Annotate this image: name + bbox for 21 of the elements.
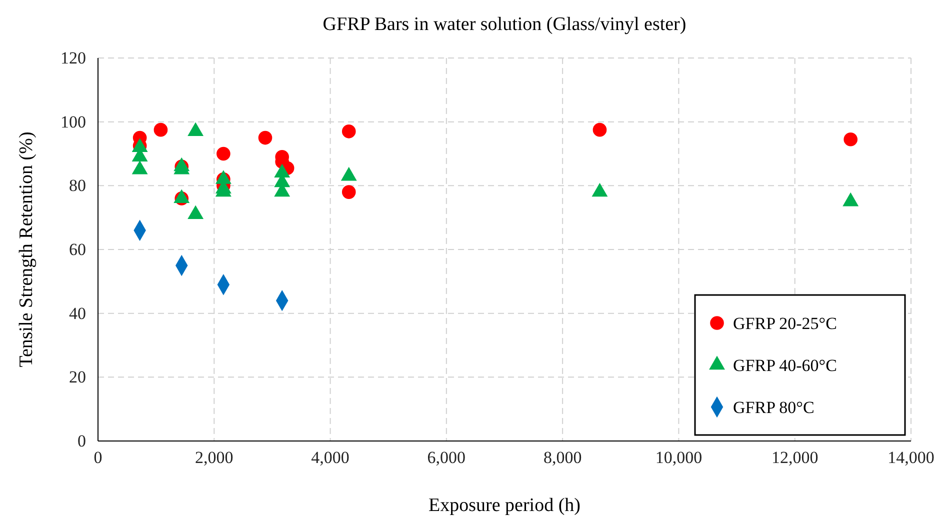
x-tick-label: 6,000 <box>427 448 466 468</box>
x-tick-label: 12,000 <box>771 448 818 468</box>
x-tick-label: 8,000 <box>543 448 582 468</box>
legend-label: GFRP 80°C <box>733 398 814 417</box>
x-axis-title: Exposure period (h) <box>428 495 580 516</box>
y-tick-label: 40 <box>69 304 86 323</box>
legend-label: GFRP 20-25°C <box>733 314 837 333</box>
y-tick-label: 100 <box>60 112 86 132</box>
chart-title: GFRP Bars in water solution (Glass/vinyl ester) <box>322 14 686 35</box>
y-tick-label: 120 <box>60 48 86 68</box>
x-tick-label: 0 <box>94 448 102 468</box>
y-tick-label: 60 <box>69 240 86 259</box>
y-axis-title: Tensile Strength Retention (%) <box>16 132 37 368</box>
x-tick-label: 2,000 <box>195 448 234 468</box>
legend-label: GFRP 40-60°C <box>733 356 837 375</box>
y-tick-label: 0 <box>78 431 86 450</box>
y-tick-label: 20 <box>69 368 86 387</box>
x-tick-label: 4,000 <box>311 448 350 468</box>
x-tick-label: 10,000 <box>655 448 702 468</box>
x-tick-label: 14,000 <box>888 448 934 468</box>
y-tick-label: 80 <box>69 176 86 196</box>
